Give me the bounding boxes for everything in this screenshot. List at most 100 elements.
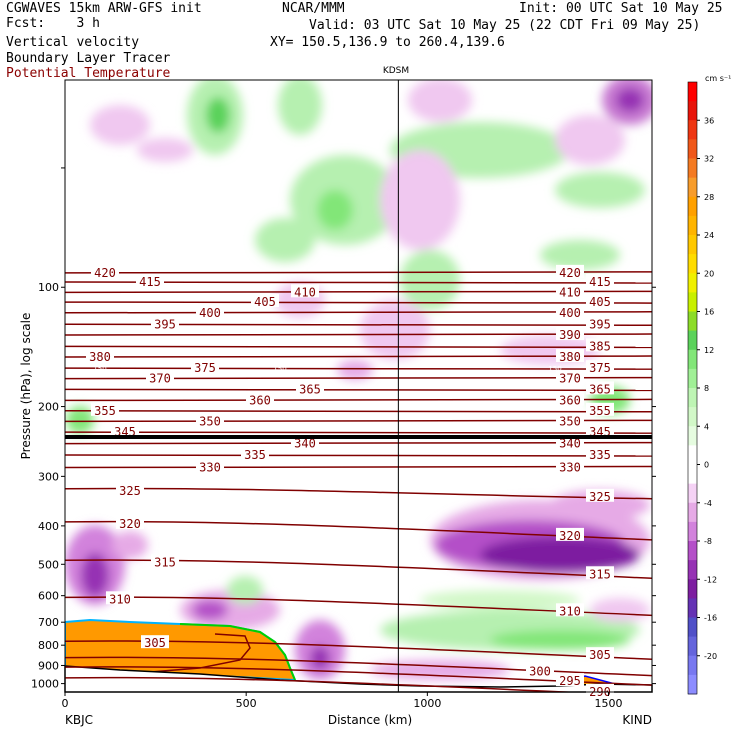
field-boundary-layer-tracer: Boundary Layer Tracer xyxy=(6,51,171,66)
theta-label-bg xyxy=(556,327,584,341)
x-tick-label: 500 xyxy=(236,697,257,710)
theta-label-bg xyxy=(586,488,614,502)
x-tick-label: 1000 xyxy=(413,697,441,710)
theta-label-bg xyxy=(586,316,614,330)
theta-contour-label: 330 xyxy=(199,461,221,475)
theta-contour-line xyxy=(65,640,652,660)
theta-contour-label: 385 xyxy=(589,339,611,353)
theta-label-bg xyxy=(296,381,324,395)
colorbar-segment xyxy=(688,368,697,389)
theta-label-bg xyxy=(586,683,614,697)
theta-contour-label: 355 xyxy=(589,404,611,418)
colorbar-tick-label: 20 xyxy=(704,269,714,278)
y-tick-label: 500 xyxy=(38,558,59,571)
plot-frame xyxy=(64,79,653,693)
theta-contour-label: 420 xyxy=(559,266,581,280)
theta-contour-label: 320 xyxy=(119,517,141,531)
x-axis-label: Distance (km) xyxy=(328,713,412,727)
theta-label-bg xyxy=(556,413,584,427)
colorbar-segment xyxy=(688,292,697,312)
colorbar-segment xyxy=(688,82,697,102)
theta-label-bg xyxy=(116,482,144,496)
theta-contour-label: 325 xyxy=(589,490,611,504)
theta-label-bg xyxy=(556,284,584,298)
theta-label-bg xyxy=(196,304,224,318)
theta-label-bg xyxy=(586,274,614,288)
theta-contour-label: 400 xyxy=(559,306,581,320)
colorbar-segment xyxy=(688,158,697,179)
theta-contour-label: 295 xyxy=(559,674,581,688)
colorbar-unit: cm s⁻¹ xyxy=(705,74,731,83)
theta-label-bg xyxy=(116,515,144,529)
theta-contour-label: 410 xyxy=(294,285,316,299)
colorbar-tick-label: 12 xyxy=(704,346,714,355)
theta-label-bg xyxy=(111,424,139,438)
theta-contour-line xyxy=(65,398,652,402)
theta-label-bg xyxy=(556,673,584,687)
colorbar-tick-label: 32 xyxy=(704,155,714,164)
theta-contour-label: 415 xyxy=(589,275,611,289)
theta-label-bg xyxy=(91,264,119,278)
colorbar-segment xyxy=(688,426,697,446)
colorbar-tick-label: -20 xyxy=(704,652,717,661)
colorbar-segment xyxy=(688,196,697,217)
theta-label-bg xyxy=(136,274,164,288)
theta-label-bg xyxy=(586,360,614,374)
colorbar-segment xyxy=(688,407,697,427)
colorbar-segment xyxy=(688,388,697,408)
colorbar-tick-label: 16 xyxy=(704,308,714,317)
colorbar-segment xyxy=(688,273,697,293)
theta-label-bg xyxy=(191,360,219,374)
theta-label-bg xyxy=(196,413,224,427)
x-axis: 0 500 1000 1500 xyxy=(62,692,623,710)
theta-contour-label: 340 xyxy=(559,437,581,451)
theta-contour-label: 370 xyxy=(149,372,171,386)
theta-contour-label: 420 xyxy=(94,266,116,280)
theta-label-bg xyxy=(251,294,279,308)
colorbar-segment xyxy=(688,254,697,274)
colorbar-tick-label: 28 xyxy=(704,193,714,202)
colorbar-tick-label: 0 xyxy=(704,461,709,470)
theta-contour-label: 370 xyxy=(559,372,581,386)
theta-contour-label: 305 xyxy=(589,648,611,662)
colorbar-tick-label: -12 xyxy=(704,575,717,584)
tracer-inner-contour xyxy=(149,633,251,673)
colorbar-segment xyxy=(688,139,697,159)
cross-section-endpoints: XY= 150.5,136.9 to 260.4,139.6 xyxy=(270,35,505,50)
colorbar-segment xyxy=(688,464,697,485)
theta-contour-label: 350 xyxy=(559,414,581,428)
y-tick-label: 900 xyxy=(38,659,59,672)
kdsm-label: KDSM xyxy=(383,66,409,76)
theta-contour-label: 315 xyxy=(154,555,176,569)
theta-contour-label: 410 xyxy=(559,285,581,299)
colorbar-segment xyxy=(688,235,697,255)
boundary-layer-tracer-edge xyxy=(179,623,296,681)
y-axis: 100 200 300 400 500 600 700 800 900 1000 xyxy=(31,167,656,691)
colorbar-segment xyxy=(688,636,697,657)
forecast-hour: Fcst: 3 h xyxy=(6,16,100,31)
theta-label-bg xyxy=(86,349,114,363)
theta-contour-line xyxy=(65,465,652,469)
theta-contour-label: 310 xyxy=(559,604,581,618)
theta-contour-label: 395 xyxy=(589,317,611,331)
y-tick-label: 100 xyxy=(38,281,59,294)
theta-contour-label: 320 xyxy=(559,529,581,543)
colorbar-tick-label: -4 xyxy=(704,499,712,508)
x-tick-label: 1500 xyxy=(595,697,623,710)
theta-label-bg xyxy=(196,459,224,473)
init-time: Init: 00 UTC Sat 10 May 25 xyxy=(519,1,723,16)
colorbar-segment xyxy=(688,101,697,121)
theta-contour-line xyxy=(65,290,652,294)
colorbar-tick-label: 24 xyxy=(704,231,714,240)
theta-label-bg xyxy=(586,447,614,461)
colorbar-tick-label: 4 xyxy=(704,422,709,431)
theta-contour-label: 305 xyxy=(144,636,166,650)
colorbar: 36 32 28 24 20 16 12 8 4 0 -4 -8 -12 -16 -20 xyxy=(687,81,717,695)
y-tick-label: 300 xyxy=(38,470,59,483)
theta-label-bg xyxy=(246,392,274,406)
colorbar-tick-label: -16 xyxy=(704,614,717,623)
x-tick-label: 0 xyxy=(62,697,69,710)
y-tick-label: 600 xyxy=(38,590,59,603)
theta-contour-label: 330 xyxy=(559,461,581,475)
